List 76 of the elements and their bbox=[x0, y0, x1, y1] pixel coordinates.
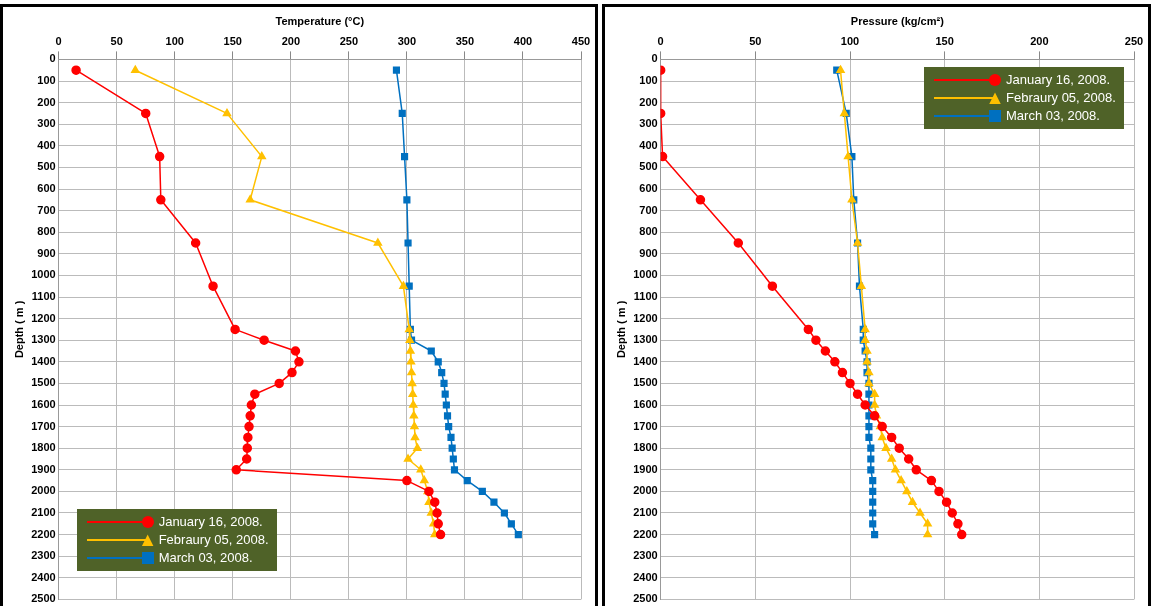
y-tick-label: 1000 bbox=[633, 268, 658, 281]
y-tick-label: 0 bbox=[49, 52, 56, 65]
y-tick-label: 200 bbox=[37, 95, 56, 108]
y-tick-label: 900 bbox=[37, 246, 56, 259]
y-tick-label: 1600 bbox=[31, 398, 56, 411]
x-tick-label: 100 bbox=[840, 34, 860, 47]
y-tick-label: 1400 bbox=[633, 354, 658, 367]
x-tick-label: 200 bbox=[281, 34, 300, 47]
y-tick-label: 2000 bbox=[31, 484, 56, 497]
y-tick-label: 2300 bbox=[633, 549, 658, 562]
y-tick-label: 2200 bbox=[31, 527, 56, 540]
y-tick-label: 600 bbox=[639, 182, 658, 195]
y-tick-label: 1000 bbox=[31, 268, 56, 281]
y-tick-label: 500 bbox=[37, 160, 56, 173]
y-tick-label: 2200 bbox=[633, 527, 658, 540]
x-tick-label: 300 bbox=[397, 34, 417, 47]
y-tick-label: 1800 bbox=[633, 441, 658, 454]
y-tick-label: 200 bbox=[639, 95, 658, 108]
x-tick-label: 450 bbox=[571, 34, 591, 47]
y-tick-label: 700 bbox=[37, 203, 56, 216]
x-axis-title: Temperature (°C) bbox=[275, 14, 365, 27]
y-tick-label: 2500 bbox=[31, 592, 56, 605]
legend-label: March 03, 2008. bbox=[1006, 107, 1100, 126]
x-tick-label: 50 bbox=[749, 34, 762, 47]
y-tick-label: 700 bbox=[639, 203, 658, 216]
legend-label: March 03, 2008. bbox=[158, 549, 253, 568]
x-tick-label: 200 bbox=[1030, 34, 1049, 47]
y-tick-label: 800 bbox=[37, 225, 56, 238]
y-tick-label: 400 bbox=[37, 138, 56, 151]
y-tick-label: 1200 bbox=[633, 311, 658, 324]
y-tick-label: 1700 bbox=[633, 419, 658, 432]
y-tick-label: 1800 bbox=[31, 441, 56, 454]
x-tick-label: 250 bbox=[1124, 34, 1144, 47]
y-tick-label: 1400 bbox=[31, 354, 56, 367]
y-tick-label: 1500 bbox=[633, 376, 658, 389]
y-tick-label: 1100 bbox=[31, 290, 56, 303]
legend-label: Febraury 05, 2008. bbox=[1006, 89, 1116, 108]
y-tick-label: 1300 bbox=[31, 333, 56, 346]
y-tick-label: 800 bbox=[639, 225, 658, 238]
y-tick-label: 300 bbox=[639, 117, 658, 130]
y-tick-label: 900 bbox=[639, 246, 658, 259]
x-tick-label: 100 bbox=[165, 34, 184, 47]
x-tick-label: 250 bbox=[339, 34, 359, 47]
x-tick-label: 400 bbox=[513, 34, 533, 47]
y-axis-title: Depth ( m ) bbox=[12, 300, 25, 359]
y-tick-label: 1100 bbox=[633, 290, 658, 303]
legend-label: January 16, 2008. bbox=[1006, 71, 1111, 90]
y-tick-label: 2100 bbox=[633, 506, 658, 519]
x-axis-title: Pressure (kg/cm²) bbox=[850, 14, 945, 27]
y-tick-label: 400 bbox=[639, 138, 658, 151]
legend-label: Febraury 05, 2008. bbox=[158, 531, 269, 550]
legend-label: January 16, 2008. bbox=[158, 513, 263, 532]
y-tick-label: 1900 bbox=[633, 462, 658, 475]
y-tick-label: 1300 bbox=[633, 333, 658, 346]
y-tick-label: 2100 bbox=[31, 506, 56, 519]
y-tick-label: 1600 bbox=[633, 398, 658, 411]
y-tick-label: 2000 bbox=[633, 484, 658, 497]
x-tick-label: 150 bbox=[223, 34, 242, 47]
y-tick-label: 1200 bbox=[31, 311, 56, 324]
y-tick-label: 100 bbox=[37, 74, 56, 87]
y-tick-label: 300 bbox=[37, 117, 56, 130]
x-tick-label: 150 bbox=[935, 34, 954, 47]
y-tick-label: 0 bbox=[651, 52, 658, 65]
y-tick-label: 600 bbox=[37, 182, 56, 195]
x-tick-label: 350 bbox=[455, 34, 475, 47]
y-tick-label: 1500 bbox=[31, 376, 56, 389]
y-tick-label: 100 bbox=[639, 74, 658, 87]
y-tick-label: 2500 bbox=[633, 592, 658, 605]
x-tick-label: 50 bbox=[110, 34, 123, 47]
y-tick-label: 1900 bbox=[31, 462, 56, 475]
y-tick-label: 2400 bbox=[633, 570, 658, 583]
y-tick-label: 1700 bbox=[31, 419, 56, 432]
y-tick-label: 500 bbox=[639, 160, 658, 173]
y-tick-label: 2400 bbox=[31, 570, 56, 583]
y-tick-label: 2300 bbox=[31, 549, 56, 562]
y-axis-title: Depth ( m ) bbox=[614, 300, 627, 359]
